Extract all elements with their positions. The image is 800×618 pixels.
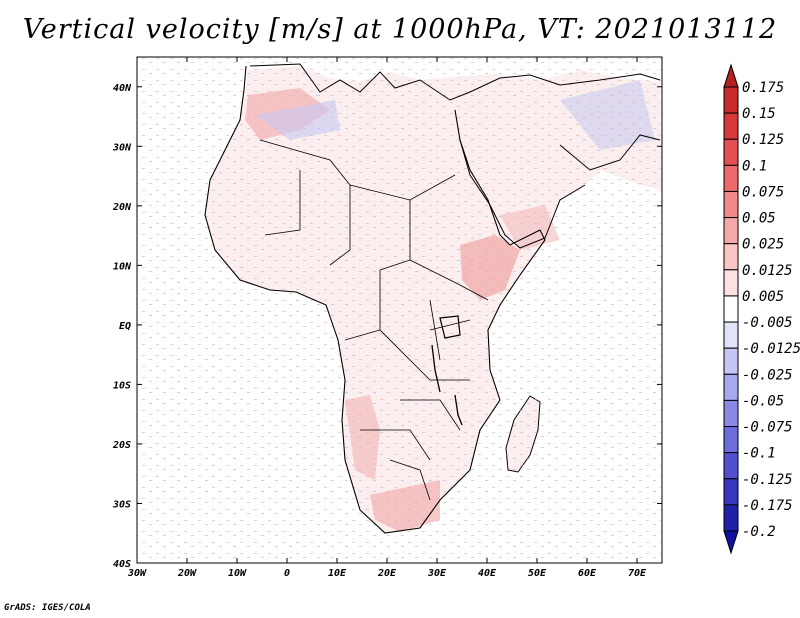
colorbar-swatch	[723, 217, 739, 245]
lake-tanganyika	[431, 344, 441, 393]
country-borders	[259, 139, 489, 501]
field-texture	[137, 57, 662, 563]
lake-malawi	[454, 394, 463, 426]
map-border	[136, 56, 663, 564]
colorbar-over-triangle	[723, 63, 739, 88]
lon-tick-label: 10W	[228, 568, 247, 579]
lon-tick-label: 60E	[578, 568, 597, 579]
lon-tick-label: 0	[284, 568, 290, 579]
east-coast-positive-region	[345, 395, 380, 480]
lake-victoria	[439, 315, 461, 339]
lon-tick-label: 30W	[127, 568, 147, 579]
colorbar-swatch	[723, 269, 739, 297]
colorbar-label: -0.1	[742, 446, 776, 462]
lon-tick-label: 10E	[328, 568, 347, 579]
lat-tick-label: 10S	[113, 380, 131, 391]
map-title: Vertical velocity [m/s] at 1000hPa, VT: …	[22, 14, 778, 45]
ethiopia-positive-region	[460, 235, 520, 300]
coastline	[204, 65, 546, 534]
colorbar-label: 0.175	[742, 80, 784, 96]
colorbar-swatch	[723, 243, 739, 271]
iran-negative-region	[560, 80, 655, 150]
colorbar-swatch	[723, 478, 739, 506]
colorbar-label: -0.125	[742, 472, 793, 488]
colorbar-label: -0.175	[742, 498, 793, 514]
colorbar-label: -0.075	[742, 420, 793, 436]
colorbar: 0.175 0.15 0.125 0.1 0.075 0.05 0.025 0.0125 0.0…	[723, 63, 800, 555]
colorbar-label: 0.125	[742, 132, 784, 148]
red-sea-coast	[459, 139, 586, 249]
colorbar-label: -0.005	[742, 315, 793, 331]
colorbar-label: 0.0125	[742, 263, 793, 279]
south-africa-positive-region	[370, 480, 440, 532]
colorbar-swatch	[723, 399, 739, 428]
colorbar-under-triangle	[723, 530, 739, 555]
colorbar-swatch	[723, 112, 739, 140]
colorbar-label: 0.075	[742, 184, 784, 200]
lat-tick-label: 30N	[112, 142, 132, 153]
lon-tick-label: 20W	[177, 568, 197, 579]
footer-credit: GrADS: IGES/COLA	[4, 603, 91, 613]
longitude-axis: 30W 20W 10W 0 10E 20E 30E 40E 50E 60E 70E	[127, 57, 647, 579]
colorbar-swatch	[723, 347, 739, 375]
arabia-positive-region	[500, 205, 560, 250]
lat-tick-label: 40S	[113, 559, 131, 570]
colorbar-swatch	[723, 138, 739, 166]
lat-tick-label: 20N	[112, 202, 132, 213]
colorbar-label: 0.15	[742, 106, 776, 122]
lon-tick-label: 30E	[427, 568, 447, 579]
lat-tick-label: 30S	[112, 499, 131, 510]
persian-gulf-coast	[559, 134, 661, 171]
colorbar-swatch	[723, 164, 739, 192]
mediterranean-negative-region	[255, 100, 340, 140]
colorbar-label: 0.1	[742, 158, 767, 174]
lat-tick-label: 40N	[113, 83, 132, 94]
lat-tick-label: 20S	[112, 440, 131, 451]
colorbar-label: 0.025	[742, 237, 784, 253]
colorbar-swatch	[723, 373, 739, 401]
lon-tick-label: 40E	[478, 568, 497, 579]
lat-tick-label: 10N	[113, 261, 132, 272]
latitude-axis: 40N 30N 20N 10N EQ 10S 20S 30S 40S	[112, 83, 662, 570]
colorbar-swatch	[723, 190, 739, 219]
colorbar-label: 0.05	[742, 211, 776, 227]
colorbar-label: -0.0125	[742, 341, 800, 357]
colorbar-swatch	[723, 321, 739, 349]
colorbar-label: 0.005	[742, 289, 784, 305]
colorbar-label: -0.025	[742, 367, 793, 383]
colorbar-label: -0.2	[742, 524, 776, 540]
lat-tick-label: EQ	[119, 321, 131, 332]
lon-tick-label: 70E	[628, 568, 647, 579]
colorbar-swatch	[723, 452, 739, 480]
lon-tick-label: 20E	[377, 568, 397, 579]
colorbar-swatch	[723, 504, 739, 532]
colorbar-swatch	[723, 426, 739, 454]
colorbar-label: -0.05	[742, 393, 784, 409]
colorbar-swatch	[723, 86, 739, 114]
europe-coast	[249, 63, 661, 101]
colorbar-swatch	[723, 295, 739, 323]
lon-tick-label: 50E	[528, 568, 547, 579]
